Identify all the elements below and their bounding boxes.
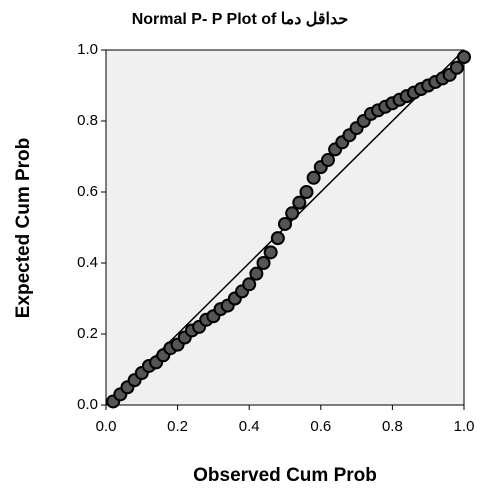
point: [256, 256, 271, 270]
x-tick-label: 0.0: [96, 418, 117, 435]
y-tick-label: 0.6: [77, 183, 98, 200]
x-tick-label: 0.2: [167, 418, 188, 435]
point: [285, 206, 300, 221]
point: [270, 231, 285, 246]
point: [457, 50, 471, 65]
x-tick-label: 0.4: [239, 418, 260, 435]
point: [278, 216, 292, 231]
x-tick-label: 1.0: [454, 418, 475, 435]
y-axis-label: Expected Cum Prob: [13, 138, 34, 319]
y-tick-label: 0.4: [77, 254, 98, 271]
point: [299, 185, 314, 199]
x-tick-label: 0.6: [310, 418, 331, 435]
y-tick-label: 0.8: [77, 112, 98, 129]
point: [263, 245, 278, 260]
chart-title: Normal P- P Plot of حداقل دما: [132, 11, 349, 28]
x-tick-label: 0.8: [382, 418, 403, 435]
y-tick-label: 1.0: [77, 41, 98, 58]
x-axis-label: Observed Cum Prob: [193, 465, 377, 486]
point: [306, 170, 321, 185]
point: [449, 60, 464, 75]
point: [292, 195, 307, 210]
point: [242, 277, 257, 292]
y-tick-label: 0.2: [77, 325, 98, 342]
y-tick-label: 0.0: [77, 396, 98, 413]
point: [249, 266, 264, 281]
point: [320, 153, 335, 168]
